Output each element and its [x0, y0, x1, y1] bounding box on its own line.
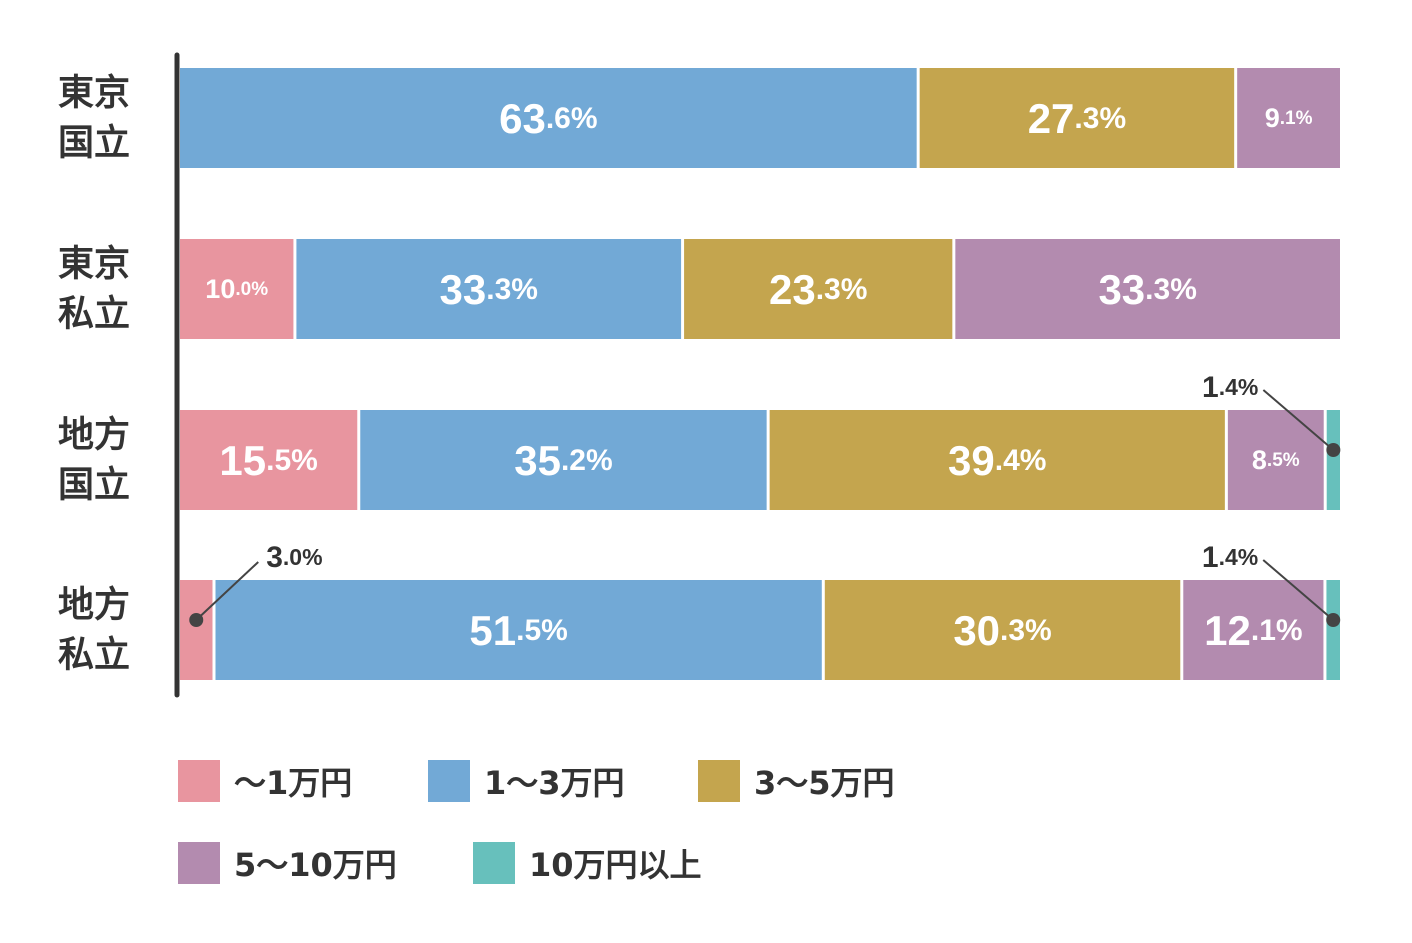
category-label-line1: 地方 [58, 585, 130, 626]
legend-swatch [698, 760, 740, 802]
bar-segment [919, 68, 1235, 168]
callout-label: 1.4% [1202, 541, 1258, 574]
legend-swatch [178, 760, 220, 802]
data-label: 10.0% [205, 274, 268, 304]
data-label: 33.3% [1098, 266, 1196, 313]
bar-segment [180, 68, 917, 168]
bars-layer [180, 68, 1340, 680]
bar-segment [955, 239, 1340, 339]
category-label-line1: 東京 [58, 243, 130, 285]
bar-segment [1237, 68, 1340, 168]
callout-line [1262, 559, 1334, 621]
category-label-line2: 国立 [58, 123, 130, 164]
bar-segment [1183, 580, 1324, 680]
data-labels-layer: 63.6% 27.3% 9.1% 10.0% 33.3% 23.3% 33.3% 15.5% 3… [205, 95, 1312, 654]
data-label: 27.3% [1028, 95, 1126, 142]
bar-segment [1227, 410, 1324, 510]
legend-label: 10万円以上 [529, 846, 702, 884]
legend-item: 10万円以上 [473, 840, 702, 886]
data-label: 12.1% [1204, 607, 1302, 654]
legend-item: 3～5万円 [698, 758, 895, 804]
legend-label: 5～10万円 [234, 846, 397, 884]
legend-label: 3～5万円 [754, 764, 895, 802]
callout-label: 1.4% [1202, 371, 1258, 404]
bar-segment [180, 580, 213, 680]
legend-label: ～1万円 [234, 764, 353, 802]
category-label-line2: 私立 [58, 294, 130, 335]
callout-line [1262, 389, 1335, 451]
legend-swatch [428, 760, 470, 802]
data-label: 51.5% [469, 607, 567, 654]
data-label: 63.6% [499, 95, 597, 142]
bar-segment [1326, 410, 1340, 510]
data-label: 15.5% [219, 437, 317, 484]
bar-segment [769, 410, 1225, 510]
bar-segment [180, 239, 294, 339]
category-label-line2: 国立 [58, 465, 130, 506]
data-label: 35.2% [514, 437, 612, 484]
legend-swatch [178, 842, 220, 884]
bar-segment [360, 410, 767, 510]
bar-segment [684, 239, 953, 339]
bar-segment [215, 580, 822, 680]
category-label-line2: 私立 [58, 635, 130, 676]
data-label: 8.5% [1252, 445, 1300, 475]
data-label: 23.3% [769, 266, 867, 313]
legend-item: 1～3万円 [428, 758, 625, 804]
legend-swatch [473, 842, 515, 884]
legend-label: 1～3万円 [484, 764, 625, 802]
bar-segment [180, 410, 358, 510]
legend-item: 5～10万円 [178, 840, 397, 886]
data-label: 33.3% [440, 266, 538, 313]
callout-line [195, 561, 259, 621]
legend-item: ～1万円 [178, 758, 352, 804]
callouts-layer: 1.4% 3.0% 1.4% [189, 371, 1341, 627]
bar-segment [824, 580, 1181, 680]
callout-label: 3.0% [266, 541, 322, 574]
stacked-bar-chart: 63.6% 27.3% 9.1% 10.0% 33.3% 23.3% 33.3% 15.5% 3… [58, 52, 1341, 698]
category-label-line1: 地方 [58, 415, 130, 456]
data-label: 39.4% [948, 437, 1046, 484]
bar-segment [1326, 580, 1340, 680]
data-label: 9.1% [1265, 103, 1313, 133]
category-label-line1: 東京 [58, 72, 130, 114]
bar-segment [296, 239, 682, 339]
data-label: 30.3% [953, 607, 1051, 654]
